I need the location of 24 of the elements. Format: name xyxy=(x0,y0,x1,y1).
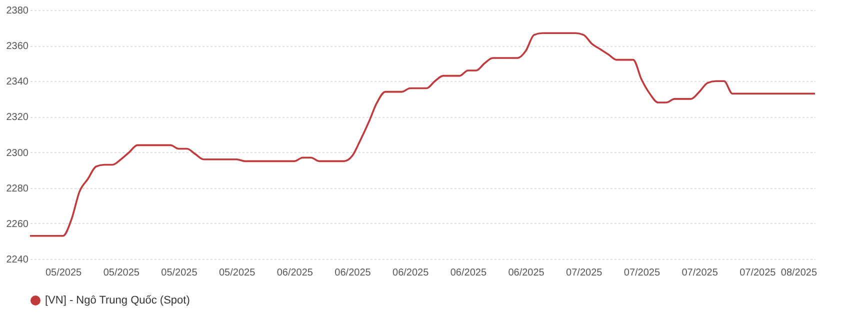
y-tick-label: 2240 xyxy=(6,254,29,266)
x-tick-label: 06/2025 xyxy=(450,268,487,278)
x-tick-label: 06/2025 xyxy=(276,268,314,278)
x-tick-label: 07/2025 xyxy=(740,268,776,278)
y-tick-label: 2280 xyxy=(6,183,29,194)
x-tick-label: 07/2025 xyxy=(624,268,660,278)
x-tick-label: 07/2025 xyxy=(566,268,603,278)
x-tick-label: 05/2025 xyxy=(161,268,198,278)
legend-label: [VN] - Ngô Trung Quốc (Spot) xyxy=(45,294,190,306)
x-tick-label: 06/2025 xyxy=(392,268,430,278)
y-tick-label: 2320 xyxy=(6,112,29,124)
x-tick-label: 08/2025 xyxy=(780,268,818,278)
x-tick-label: 05/2025 xyxy=(219,268,256,278)
x-tick-label: 06/2025 xyxy=(508,268,545,278)
y-tick-label: 2340 xyxy=(6,76,29,88)
x-tick-label: 06/2025 xyxy=(334,268,372,278)
y-tick-label: 2260 xyxy=(6,218,29,230)
y-tick-label: 2380 xyxy=(6,6,29,16)
line-series xyxy=(29,32,816,237)
x-tick-label: 07/2025 xyxy=(682,268,718,278)
x-tick-label: 05/2025 xyxy=(103,268,140,278)
y-tick-label: 2360 xyxy=(6,41,29,52)
x-tick-label: 05/2025 xyxy=(45,268,82,278)
y-tick-label: 2300 xyxy=(6,148,29,159)
